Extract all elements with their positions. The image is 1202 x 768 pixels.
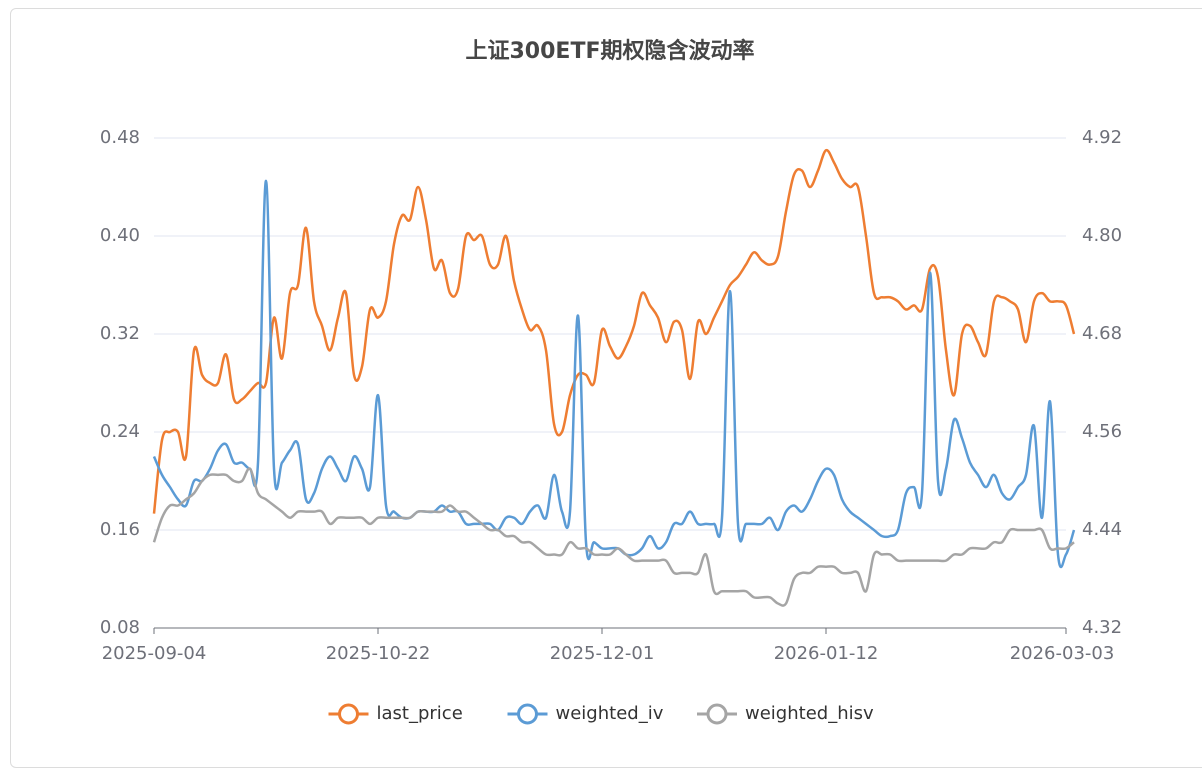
x-tick-label: 2026-03-03 <box>1010 643 1115 664</box>
legend-marker <box>338 703 359 725</box>
y-tick-label: 0.16 <box>100 519 140 540</box>
chart-title: 上证300ETF期权隐含波动率 <box>466 38 755 64</box>
series-line <box>152 148 1076 514</box>
x-tick-label: 2025-12-01 <box>550 643 655 664</box>
y-tick-label: 0.48 <box>100 127 140 148</box>
y-tick-label: 0.32 <box>100 323 140 344</box>
y-tick-label: 0.24 <box>100 421 140 442</box>
y2-tick-label: 4.32 <box>1082 617 1122 638</box>
y2-tick-label: 4.92 <box>1082 127 1122 148</box>
y2-tick-label: 4.80 <box>1082 225 1122 246</box>
legend-marker <box>706 703 728 725</box>
legend-label: weighted_iv <box>556 703 664 724</box>
y2-tick-label: 4.44 <box>1082 519 1122 540</box>
legend-label: weighted_hisv <box>745 703 874 724</box>
series-line <box>152 467 1075 607</box>
y-tick-label: 0.08 <box>100 617 140 638</box>
legend-marker <box>517 703 538 725</box>
legend-label: last_price <box>377 703 463 724</box>
x-tick-label: 2025-10-22 <box>326 643 431 664</box>
y2-tick-label: 4.56 <box>1082 421 1122 442</box>
y2-tick-label: 4.68 <box>1082 323 1122 344</box>
series-line <box>152 179 1076 569</box>
x-tick-label: 2025-09-04 <box>102 643 207 664</box>
x-tick-label: 2026-01-12 <box>774 643 879 664</box>
y-tick-label: 0.40 <box>100 225 140 246</box>
